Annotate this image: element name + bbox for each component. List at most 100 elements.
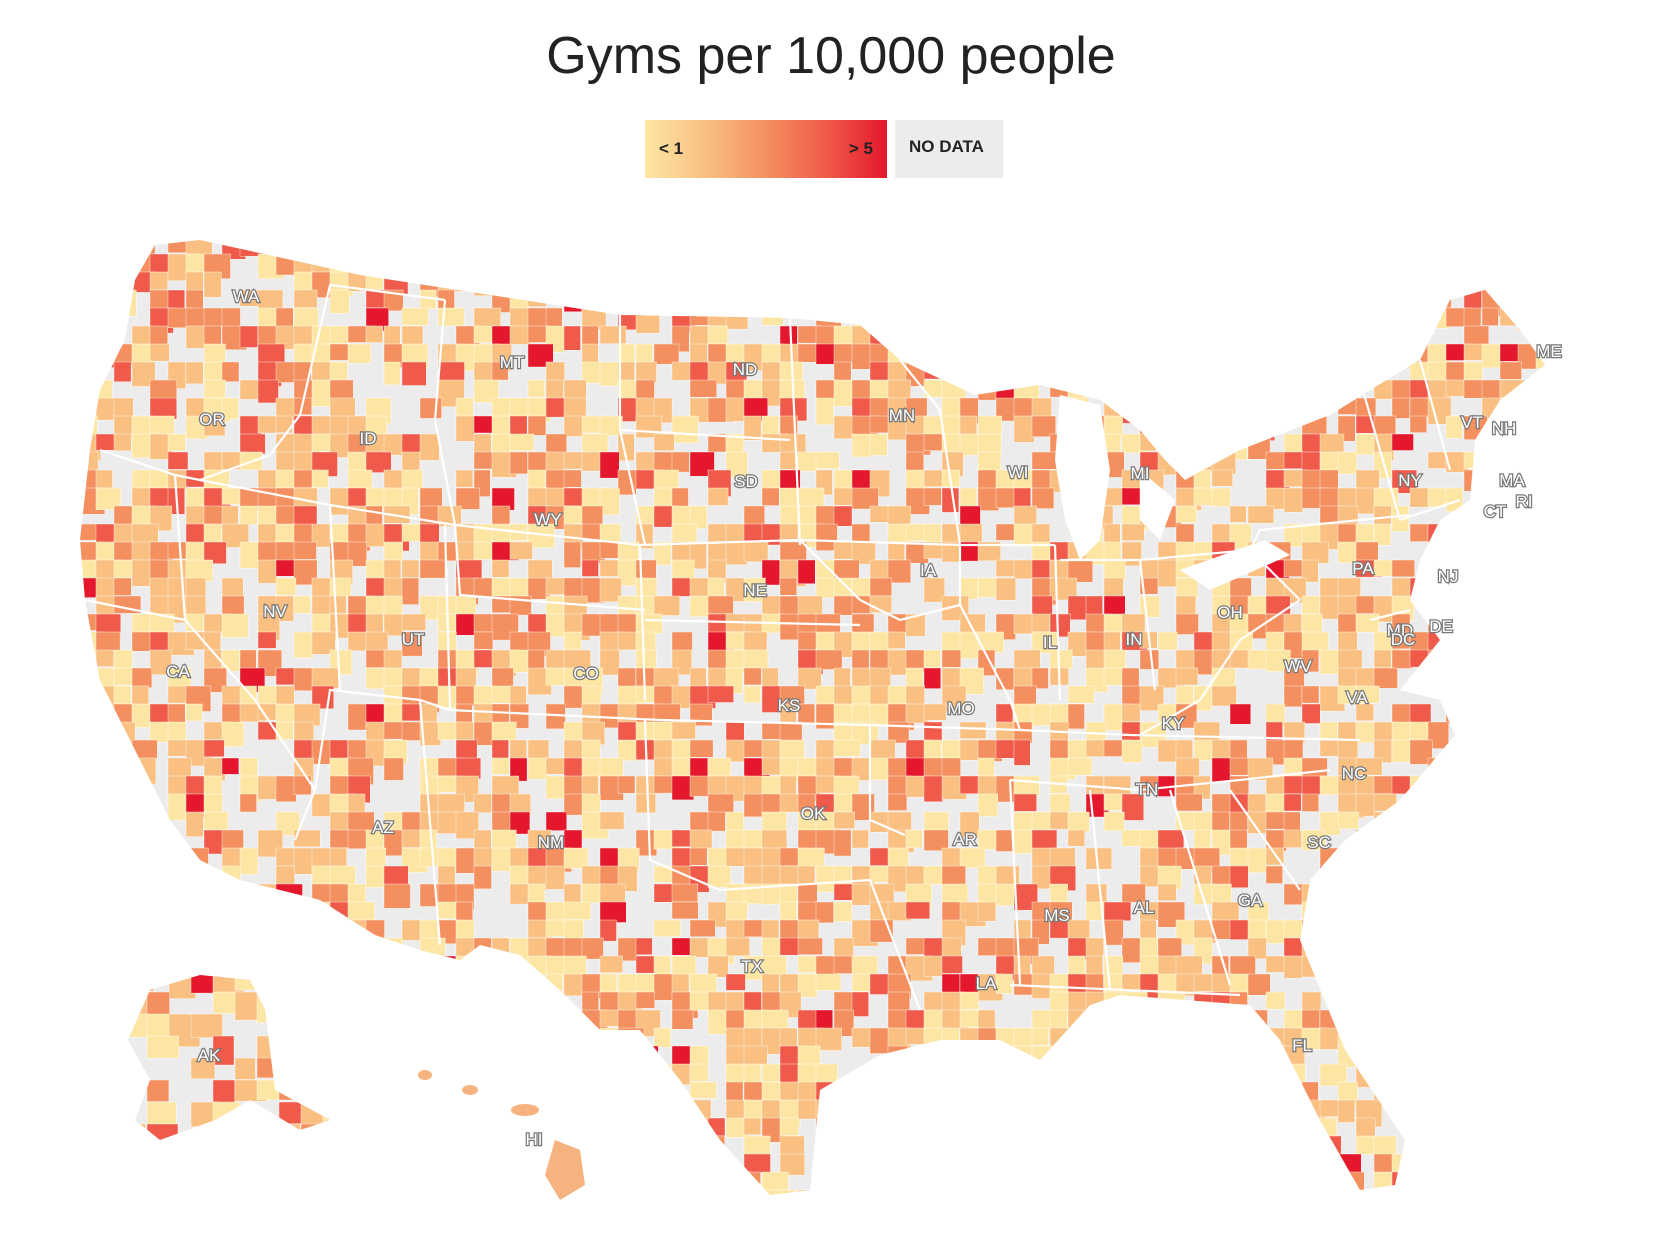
county-cell [1247,1135,1271,1154]
county-cell [257,937,285,955]
county-cell [203,955,228,978]
county-cell [995,1027,1017,1048]
county-cell [383,240,405,257]
county-cell [905,901,930,920]
county-cell [293,1027,318,1049]
alaska-county-cell [212,1035,235,1066]
county-cell [1013,415,1035,443]
county-cell [671,1189,692,1195]
county-cell [221,361,240,382]
county-cell [1481,955,1508,980]
county-cell [635,991,655,1009]
county-cell [329,325,349,344]
county-cell [1139,1171,1167,1192]
county-cell [113,955,133,974]
county-cell [203,631,221,652]
county-cell [509,1171,529,1191]
county-cell [437,685,458,708]
county-cell [1517,991,1539,1013]
county-cell [599,1027,620,1045]
county-cell [221,505,239,526]
county-cell [779,577,797,596]
county-cell [401,1153,423,1181]
county-cell [203,775,223,795]
county-cell [1463,1099,1486,1120]
county-cell [1499,1099,1523,1120]
county-cell [851,1081,869,1101]
county-cell [1049,1135,1070,1161]
county-cell [923,1117,949,1137]
county-cell [1175,1117,1196,1137]
county-cell [1337,649,1363,670]
county-cell [959,343,979,370]
county-cell [1445,685,1467,708]
state-label-ok: OK [801,804,826,823]
county-cell [653,253,679,281]
county-cell [1481,577,1499,603]
county-cell [239,847,258,875]
county-cell [1499,397,1521,421]
county-cell [563,685,584,709]
county-cell [221,955,239,975]
county-cell [329,379,354,399]
county-cell [1157,937,1182,958]
county-cell [1373,865,1391,885]
county-cell [1427,757,1449,775]
county-cell [1499,559,1521,580]
county-cell [1409,1117,1429,1136]
county-cell [1013,793,1037,812]
county-cell [1085,1027,1103,1049]
county-cell [1301,649,1319,673]
county-cell [329,1153,348,1176]
county-cell [1499,919,1525,937]
county-cell [1157,253,1178,280]
county-cell [275,811,300,836]
county-cell [815,1081,843,1102]
county-cell [1265,991,1286,1010]
county-cell [1481,721,1499,741]
county-cell [1499,1189,1517,1195]
county-cell [599,1081,620,1101]
county-cell [95,1171,120,1195]
county-cell [113,973,136,994]
county-cell [401,1081,425,1103]
alaska-county-cell [278,975,303,993]
county-cell [437,811,457,834]
county-cell [401,577,419,605]
county-cell [977,541,1001,561]
county-cell [977,271,998,295]
county-cell [1373,811,1398,832]
county-cell [311,240,329,256]
county-cell [1409,649,1429,668]
county-cell [509,289,529,309]
county-cell [1301,1135,1320,1157]
county-cell [815,1027,842,1051]
county-cell [797,703,815,724]
county-cell [1463,883,1484,903]
county-cell [95,1099,123,1124]
county-cell [1481,937,1503,962]
county-cell [293,541,317,560]
county-cell [707,253,725,272]
county-cell [257,1171,278,1189]
county-cell [1373,1135,1397,1155]
county-cell [473,703,495,724]
county-cell [581,937,604,960]
county-cell [1301,595,1320,614]
county-cell [419,955,447,983]
county-cell [239,1135,258,1154]
county-cell [185,811,204,837]
county-cell [311,991,332,1018]
county-cell [1139,271,1167,294]
county-cell [80,901,97,922]
county-cell [1301,289,1320,313]
state-label-va: VA [1346,688,1368,707]
county-cell [149,1153,174,1177]
county-cell [1445,865,1467,890]
county-cell [1031,667,1049,689]
county-cell [599,649,620,676]
alaska-county-cell [128,1013,148,1038]
county-cell [707,811,726,832]
county-cell [887,649,909,676]
county-cell [419,829,437,850]
